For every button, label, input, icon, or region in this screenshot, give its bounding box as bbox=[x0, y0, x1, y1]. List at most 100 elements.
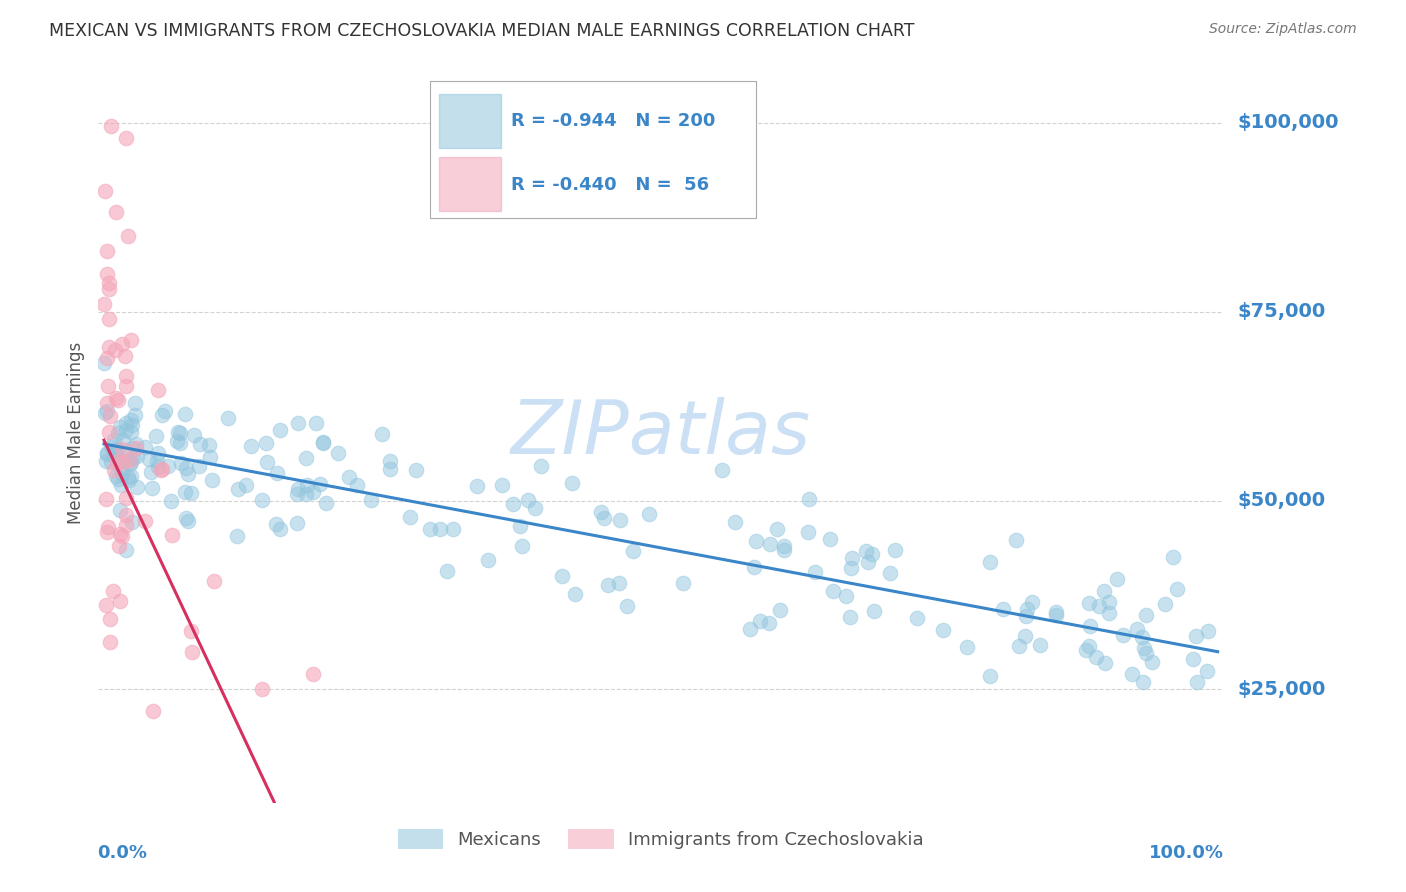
FancyBboxPatch shape bbox=[439, 95, 501, 147]
Point bbox=[166, 434, 188, 449]
Point bbox=[103, 442, 125, 457]
Point bbox=[672, 576, 695, 591]
Point bbox=[93, 297, 115, 311]
Point bbox=[1029, 638, 1052, 652]
Point bbox=[609, 514, 631, 528]
Point bbox=[141, 466, 163, 480]
Point bbox=[1112, 628, 1135, 642]
Point bbox=[724, 515, 747, 529]
Point bbox=[122, 450, 145, 464]
Point bbox=[1045, 608, 1067, 623]
Point bbox=[98, 282, 121, 296]
Point bbox=[491, 477, 513, 491]
Point bbox=[1015, 602, 1038, 616]
Point bbox=[107, 425, 129, 440]
Point bbox=[239, 439, 262, 453]
Point bbox=[295, 478, 318, 492]
Point bbox=[115, 369, 138, 384]
Point bbox=[120, 333, 142, 347]
Point bbox=[150, 462, 173, 476]
Point bbox=[517, 492, 540, 507]
Point bbox=[502, 497, 524, 511]
Point bbox=[1015, 609, 1038, 624]
Point bbox=[100, 409, 122, 423]
Point bbox=[104, 391, 127, 405]
Point bbox=[884, 543, 907, 558]
Point bbox=[146, 454, 169, 468]
Point bbox=[441, 522, 464, 536]
Point bbox=[378, 453, 401, 467]
Text: Source: ZipAtlas.com: Source: ZipAtlas.com bbox=[1209, 22, 1357, 37]
Point bbox=[477, 552, 499, 566]
Point bbox=[564, 587, 586, 601]
Point bbox=[115, 491, 138, 505]
Point bbox=[346, 477, 368, 491]
Point bbox=[180, 624, 202, 639]
Point bbox=[100, 455, 122, 469]
Point bbox=[302, 485, 325, 500]
Point bbox=[96, 395, 118, 409]
Point bbox=[96, 446, 118, 460]
Point bbox=[1078, 639, 1101, 653]
Point bbox=[315, 496, 337, 510]
Point bbox=[120, 412, 142, 426]
Point bbox=[337, 469, 360, 483]
Point bbox=[1098, 607, 1121, 621]
Point bbox=[302, 667, 325, 681]
Point bbox=[1085, 650, 1108, 665]
Point bbox=[150, 461, 173, 475]
Point bbox=[97, 276, 120, 290]
Point bbox=[111, 434, 134, 448]
Point bbox=[1135, 607, 1157, 622]
Point bbox=[174, 484, 197, 499]
Point bbox=[134, 515, 156, 529]
Point bbox=[118, 453, 141, 467]
Point bbox=[758, 615, 780, 630]
Point bbox=[138, 451, 160, 466]
Point bbox=[294, 451, 316, 466]
Point bbox=[932, 623, 955, 637]
Point bbox=[125, 450, 148, 464]
Point bbox=[146, 460, 169, 475]
Point bbox=[264, 516, 287, 531]
Point bbox=[312, 436, 335, 450]
Point bbox=[1182, 652, 1205, 666]
Point bbox=[1140, 655, 1163, 669]
Point bbox=[378, 462, 401, 476]
Point bbox=[820, 532, 842, 546]
Point bbox=[176, 461, 198, 475]
Point bbox=[956, 640, 979, 655]
Point bbox=[115, 416, 138, 430]
Point bbox=[250, 682, 273, 697]
Point bbox=[616, 599, 638, 614]
Point bbox=[107, 472, 129, 486]
Point bbox=[201, 474, 224, 488]
Point bbox=[202, 574, 225, 588]
Point bbox=[841, 551, 863, 566]
Point bbox=[769, 603, 792, 617]
Point bbox=[98, 425, 121, 439]
Point bbox=[1045, 606, 1067, 620]
Point bbox=[110, 420, 132, 434]
Point bbox=[254, 435, 277, 450]
Point bbox=[110, 461, 132, 475]
Point bbox=[100, 119, 122, 133]
Point bbox=[465, 479, 488, 493]
Point bbox=[773, 542, 796, 557]
Point bbox=[114, 131, 136, 145]
Point bbox=[115, 508, 138, 523]
Point bbox=[188, 458, 211, 473]
Point bbox=[110, 503, 132, 517]
Point bbox=[398, 510, 420, 524]
Point bbox=[121, 441, 143, 455]
Point bbox=[405, 463, 427, 477]
Point bbox=[104, 343, 127, 358]
Point bbox=[117, 229, 139, 244]
Point bbox=[1004, 533, 1026, 548]
Point bbox=[108, 540, 131, 554]
Point bbox=[105, 455, 128, 469]
Text: 100.0%: 100.0% bbox=[1149, 844, 1225, 862]
Point bbox=[796, 525, 818, 540]
Point bbox=[596, 578, 619, 592]
Text: R = -0.944   N = 200: R = -0.944 N = 200 bbox=[512, 112, 716, 130]
